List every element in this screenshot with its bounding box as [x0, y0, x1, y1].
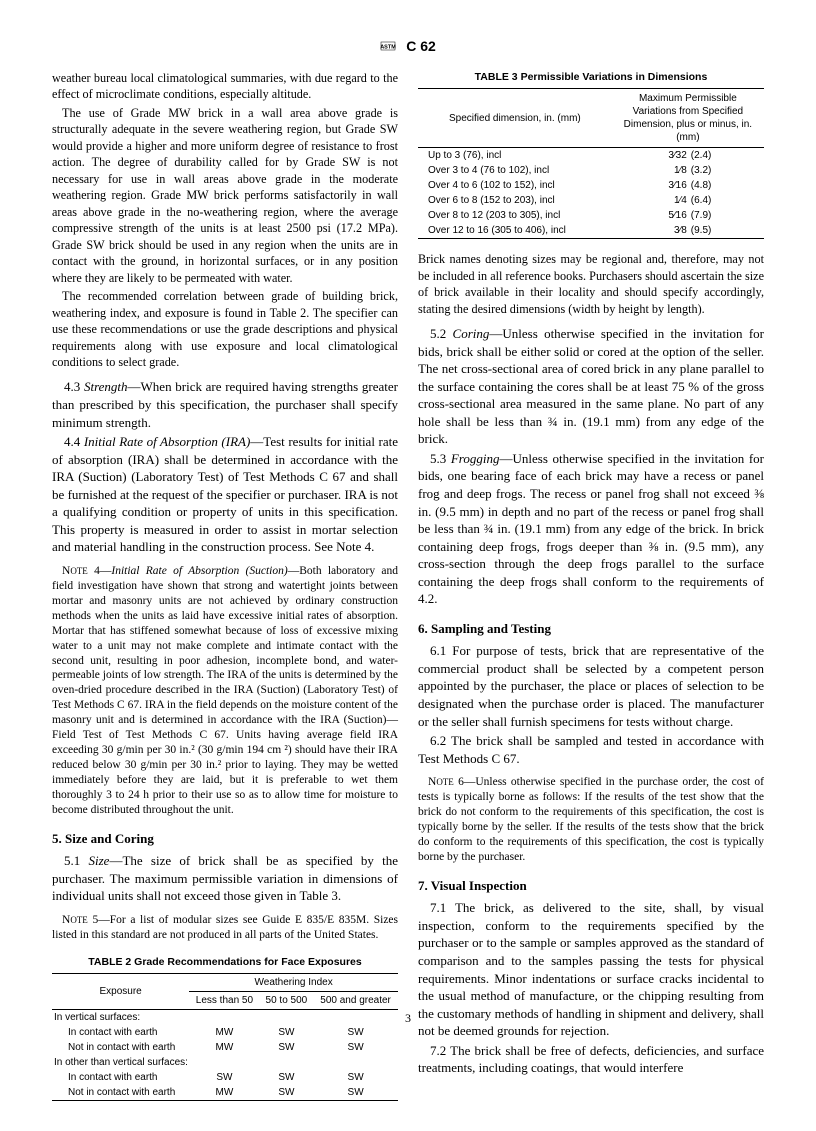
t2-r2-label: Not in contact with earth — [52, 1040, 189, 1055]
t2-sub2: 50 to 500 — [260, 992, 314, 1010]
t3-r3-mm: (6.4) — [691, 193, 764, 208]
lead-5-3: 5.3 — [430, 451, 451, 466]
body-5-2: —Unless otherwise specified in the invit… — [418, 326, 764, 446]
t2-sub3: 500 and greater — [313, 992, 398, 1010]
t2-g1: In vertical surfaces: — [52, 1010, 398, 1026]
section-6-heading: 6. Sampling and Testing — [418, 620, 764, 638]
t2-g2: In other than vertical surfaces: — [52, 1055, 398, 1070]
t2-r2-2: SW — [313, 1040, 398, 1055]
note-5: NOTE 5—For a list of modular sizes see G… — [52, 913, 398, 943]
note-4: NOTE 4—Initial Rate of Absorption (Sucti… — [52, 564, 398, 818]
t2-sub1: Less than 50 — [189, 992, 259, 1010]
para-5-2: 5.2 Coring—Unless otherwise specified in… — [418, 325, 764, 448]
t3-r3-f: 1⁄4 — [612, 193, 691, 208]
note6-body: —Unless otherwise specified in the purch… — [418, 776, 764, 863]
note4-lead: NOTE 4— — [62, 565, 111, 577]
t2-r2-0: MW — [189, 1040, 259, 1055]
para-brick-names: Brick names denoting sizes may be region… — [418, 251, 764, 317]
t2-r1-1: SW — [260, 1025, 314, 1040]
t2-r4-1: SW — [260, 1085, 314, 1101]
para-7-1: 7.1 The brick, as delivered to the site,… — [418, 899, 764, 1039]
t2-r4-0: MW — [189, 1085, 259, 1101]
spec-id: C 62 — [406, 38, 436, 54]
t3-r4-f: 5⁄16 — [612, 208, 691, 223]
t2-col-exposure: Exposure — [52, 974, 189, 1010]
em-frogging: Frogging — [451, 451, 500, 466]
para-5-3: 5.3 Frogging—Unless otherwise specified … — [418, 450, 764, 608]
page: ASTM C 62 weather bureau local climatolo… — [0, 0, 816, 1131]
t3-r3-dim: Over 6 to 8 (152 to 203), incl — [418, 193, 612, 208]
header: ASTM C 62 — [52, 38, 764, 56]
para-4-4: 4.4 Initial Rate of Absorption (IRA)—Tes… — [52, 433, 398, 556]
em-strength: Strength — [84, 379, 128, 394]
t3-r4-mm: (7.9) — [691, 208, 764, 223]
section-7-heading: 7. Visual Inspection — [418, 877, 764, 895]
t3-r2-dim: Over 4 to 6 (102 to 152), incl — [418, 178, 612, 193]
left-column: weather bureau local climatological summ… — [52, 70, 398, 1101]
note-6: NOTE 6—Unless otherwise specified in the… — [418, 775, 764, 865]
body-5-3: —Unless otherwise specified in the invit… — [418, 451, 764, 606]
t3-r5-f: 3⁄8 — [612, 223, 691, 239]
para-6-1: 6.1 For purpose of tests, brick that are… — [418, 642, 764, 730]
content-columns: weather bureau local climatological summ… — [52, 70, 764, 1101]
t2-r3-label: In contact with earth — [52, 1070, 189, 1085]
t3-r5-dim: Over 12 to 16 (305 to 406), incl — [418, 223, 612, 239]
t3-r2-mm: (4.8) — [691, 178, 764, 193]
t2-r4-label: Not in contact with earth — [52, 1085, 189, 1101]
t2-r3-1: SW — [260, 1070, 314, 1085]
t3-col1: Specified dimension, in. (mm) — [418, 89, 612, 148]
note5-body: —For a list of modular sizes see Guide E… — [52, 914, 398, 941]
t3-r1-f: 1⁄8 — [612, 163, 691, 178]
t3-r0-f: 3⁄32 — [612, 148, 691, 164]
note4-em: Initial Rate of Absorption (Suction) — [111, 565, 287, 577]
lead-4-3: 4.3 — [64, 379, 84, 394]
t2-r2-1: SW — [260, 1040, 314, 1055]
para-recommended-corr: The recommended correlation between grad… — [52, 288, 398, 370]
t2-col-group: Weathering Index — [189, 974, 398, 992]
t3-r1-mm: (3.2) — [691, 163, 764, 178]
note6-lead: NOTE 6 — [428, 776, 464, 788]
table-3: Specified dimension, in. (mm) Maximum Pe… — [418, 88, 764, 239]
t2-r1-2: SW — [313, 1025, 398, 1040]
table3-title: TABLE 3 Permissible Variations in Dimens… — [418, 70, 764, 84]
section-5-heading: 5. Size and Coring — [52, 830, 398, 848]
em-ira: Initial Rate of Absorption (IRA) — [84, 434, 250, 449]
right-column: TABLE 3 Permissible Variations in Dimens… — [418, 70, 764, 1101]
lead-4-4: 4.4 — [64, 434, 84, 449]
t2-r3-0: SW — [189, 1070, 259, 1085]
body-4-4: —Test results for initial rate of absorp… — [52, 434, 398, 554]
t3-r2-f: 3⁄16 — [612, 178, 691, 193]
em-size: Size — [89, 853, 110, 868]
t2-r3-2: SW — [313, 1070, 398, 1085]
note4-body: —Both laboratory and field investigation… — [52, 565, 398, 816]
para-7-2: 7.2 The brick shall be free of defects, … — [418, 1042, 764, 1077]
t3-col2: Maximum Permissible Variations from Spec… — [612, 89, 764, 148]
t3-r0-dim: Up to 3 (76), incl — [418, 148, 612, 164]
table-2: Exposure Weathering Index Less than 50 5… — [52, 973, 398, 1101]
em-coring: Coring — [453, 326, 490, 341]
t2-r1-label: In contact with earth — [52, 1025, 189, 1040]
svg-text:ASTM: ASTM — [380, 45, 396, 51]
t2-r1-0: MW — [189, 1025, 259, 1040]
para-5-1: 5.1 Size—The size of brick shall be as s… — [52, 852, 398, 905]
t2-r4-2: SW — [313, 1085, 398, 1101]
t3-r0-mm: (2.4) — [691, 148, 764, 164]
t3-r5-mm: (9.5) — [691, 223, 764, 239]
astm-logo-icon: ASTM — [380, 39, 396, 55]
lead-5-2: 5.2 — [430, 326, 453, 341]
t3-r4-dim: Over 8 to 12 (203 to 305), incl — [418, 208, 612, 223]
table2-title: TABLE 2 Grade Recommendations for Face E… — [52, 955, 398, 969]
para-4-3: 4.3 Strength—When brick are required hav… — [52, 378, 398, 431]
t3-r1-dim: Over 3 to 4 (76 to 102), incl — [418, 163, 612, 178]
page-number: 3 — [405, 1011, 411, 1026]
lead-5-1: 5.1 — [64, 853, 89, 868]
para-weather: weather bureau local climatological summ… — [52, 70, 398, 103]
para-6-2: 6.2 The brick shall be sampled and teste… — [418, 732, 764, 767]
para-grade-mw: The use of Grade MW brick in a wall area… — [52, 105, 398, 286]
note5-lead: NOTE 5 — [62, 914, 98, 926]
